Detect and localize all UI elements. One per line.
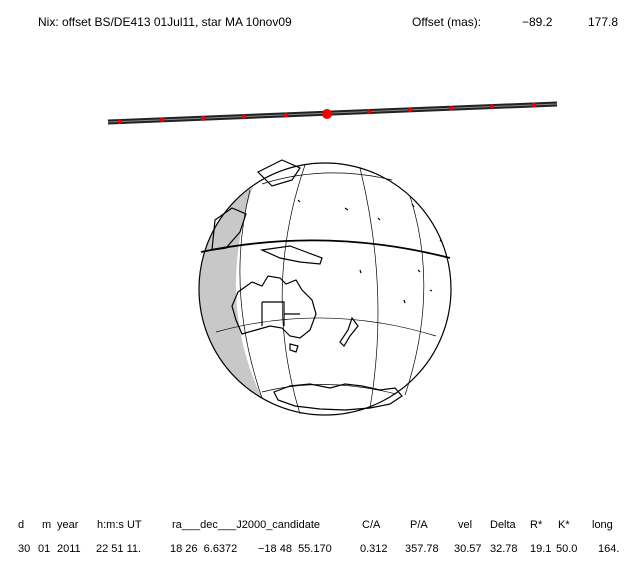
offset-label: Offset (mas): xyxy=(412,15,481,29)
cell: 18 26 6.6372 xyxy=(170,543,237,555)
track-center xyxy=(107,103,558,123)
event-table: d m year h:m:s UT ra___dec___J2000_candidate… xyxy=(18,519,619,555)
column-header: K* xyxy=(558,519,570,531)
time-marks xyxy=(117,102,537,124)
cell: −18 48 55.170 xyxy=(258,543,332,555)
globe xyxy=(198,159,452,416)
column-header: Delta xyxy=(490,519,517,531)
cell: 30.57 xyxy=(454,543,482,555)
night-limb xyxy=(199,186,262,398)
column-header: m xyxy=(42,519,51,531)
cell: 164. xyxy=(598,543,619,555)
cell: 30 xyxy=(18,543,30,555)
column-header: d xyxy=(18,519,24,531)
column-header: year xyxy=(57,519,79,531)
shadow-track xyxy=(107,101,558,125)
column-header: h:m:s UT xyxy=(97,519,142,531)
column-header: P/A xyxy=(410,519,428,531)
column-header: long xyxy=(592,519,613,531)
cell: 22 51 11. xyxy=(96,543,141,555)
column-header: ra___dec___J2000_candidate xyxy=(172,519,320,531)
cell: 2011 xyxy=(57,543,81,555)
cell: 32.78 xyxy=(490,543,518,555)
cell: 01 xyxy=(38,543,50,555)
globe-outline xyxy=(198,162,452,416)
globe-disk xyxy=(199,163,451,415)
column-header: C/A xyxy=(362,519,381,531)
header: Nix: offset BS/DE413 01Jul11, star MA 10… xyxy=(38,15,618,29)
offset-value: 177.8 xyxy=(588,15,618,29)
column-header: vel xyxy=(458,519,472,531)
column-header: R* xyxy=(530,519,543,531)
offset-value: −89.2 xyxy=(522,15,553,29)
cell: 19.1 xyxy=(530,543,551,555)
cell: 50.0 xyxy=(556,543,577,555)
closest-approach xyxy=(322,109,332,119)
cell: 0.312 xyxy=(360,543,388,555)
graticule xyxy=(200,164,451,415)
cell: 357.78 xyxy=(405,543,439,555)
title: Nix: offset BS/DE413 01Jul11, star MA 10… xyxy=(38,15,292,29)
